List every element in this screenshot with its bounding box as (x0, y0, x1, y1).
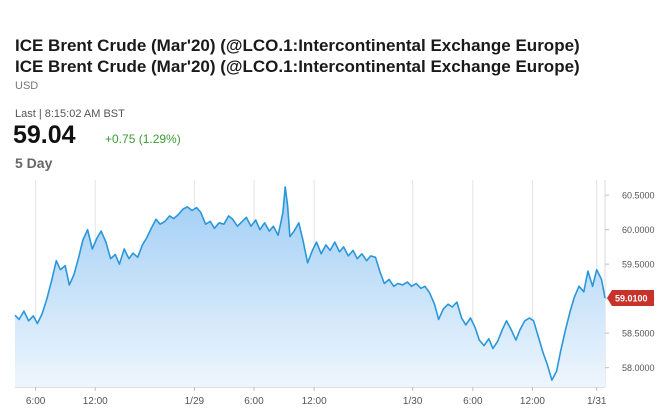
price-line (14, 186, 606, 381)
x-tick-label: 6:00 (26, 396, 46, 407)
x-axis: 6:00 12:00 1/29 6:00 12:00 1/30 6:00 12:00 1/31 (26, 387, 607, 407)
x-tick-label: 6:00 (463, 396, 483, 407)
currency-label: USD (15, 80, 39, 92)
x-tick-label: 1/30 (403, 396, 423, 407)
y-tick-label: 58.0000 (622, 363, 655, 373)
last-update-timestamp: Last | 8:15:02 AM BST (15, 108, 125, 120)
time-range-label[interactable]: 5 Day (15, 155, 53, 171)
page-title: ICE Brent Crude (Mar'20) (@LCO.1:Interco… (15, 36, 580, 55)
x-tick-label: 6:00 (244, 396, 264, 407)
page-title-repeat: ICE Brent Crude (Mar'20) (@LCO.1:Interco… (15, 57, 580, 76)
last-price: 59.04 (13, 121, 76, 149)
y-tick-label: 60.5000 (622, 191, 655, 201)
x-tick-label: 1/29 (185, 396, 205, 407)
price-area (15, 186, 605, 387)
y-tick-label: 60.0000 (622, 225, 655, 235)
x-tick-label: 12:00 (83, 396, 108, 407)
last-value-label: 59.0100 (615, 293, 648, 303)
last-value-marker: 59.0100 (607, 289, 654, 306)
y-tick-label: 59.5000 (622, 260, 655, 270)
price-change[interactable]: +0.75 (1.29%) (105, 132, 181, 146)
x-tick-label: 12:00 (520, 396, 545, 407)
y-axis: 58.000058.500059.000059.500060.000060.50… (605, 191, 655, 373)
last-value-badge (607, 289, 654, 306)
x-tick-label: 12:00 (302, 396, 327, 407)
y-tick-label: 58.5000 (622, 329, 655, 339)
x-tick-label: 1/31 (587, 396, 607, 407)
